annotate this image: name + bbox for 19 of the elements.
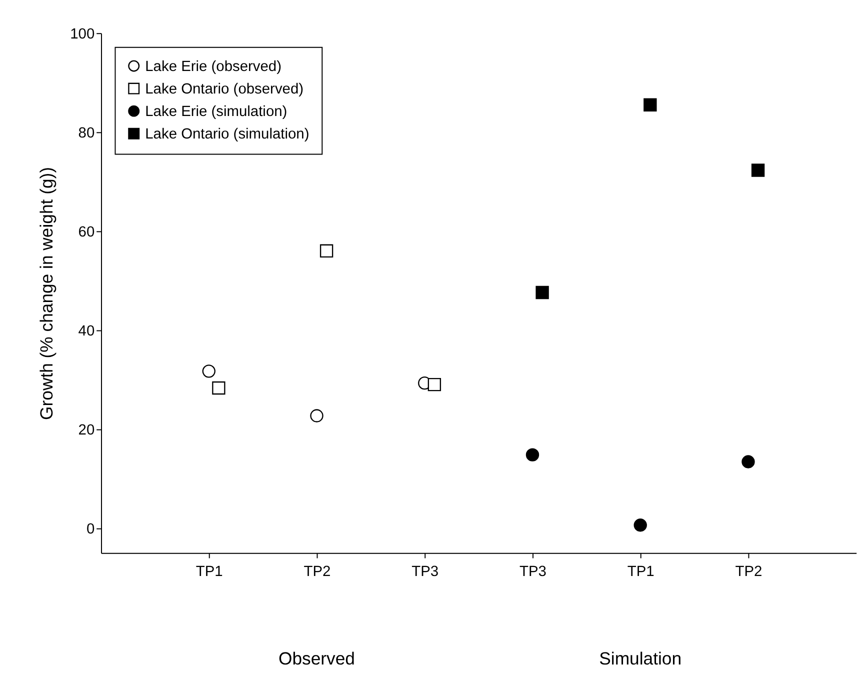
text: Simulation [599,648,682,669]
text: Observed [278,648,355,669]
y-tick-label: 20 [78,422,95,438]
legend-label: Lake Erie (simulation) [145,104,288,120]
y-tick-label: 0 [86,521,95,538]
y-tick-label: 100 [70,26,95,42]
legend-label: Lake Ontario (simulation) [145,126,310,143]
legend-label: Lake Ontario (observed) [145,81,304,98]
y-tick-label: 40 [78,323,95,340]
x-tick-label: TP3 [520,564,546,580]
x-tick-label: TP2 [304,564,331,580]
legend-label: Lake Erie (observed) [145,58,282,75]
x-tick-label: TP1 [196,564,223,580]
y-tick-label: 80 [78,126,95,142]
x-tick-label: TP2 [735,564,762,580]
x-tick-label: TP3 [412,564,439,580]
x-tick-label: TP1 [627,564,654,580]
y-axis-title: Growth (% change in weight (g)) [36,166,56,420]
y-tick-label: 60 [78,224,95,240]
